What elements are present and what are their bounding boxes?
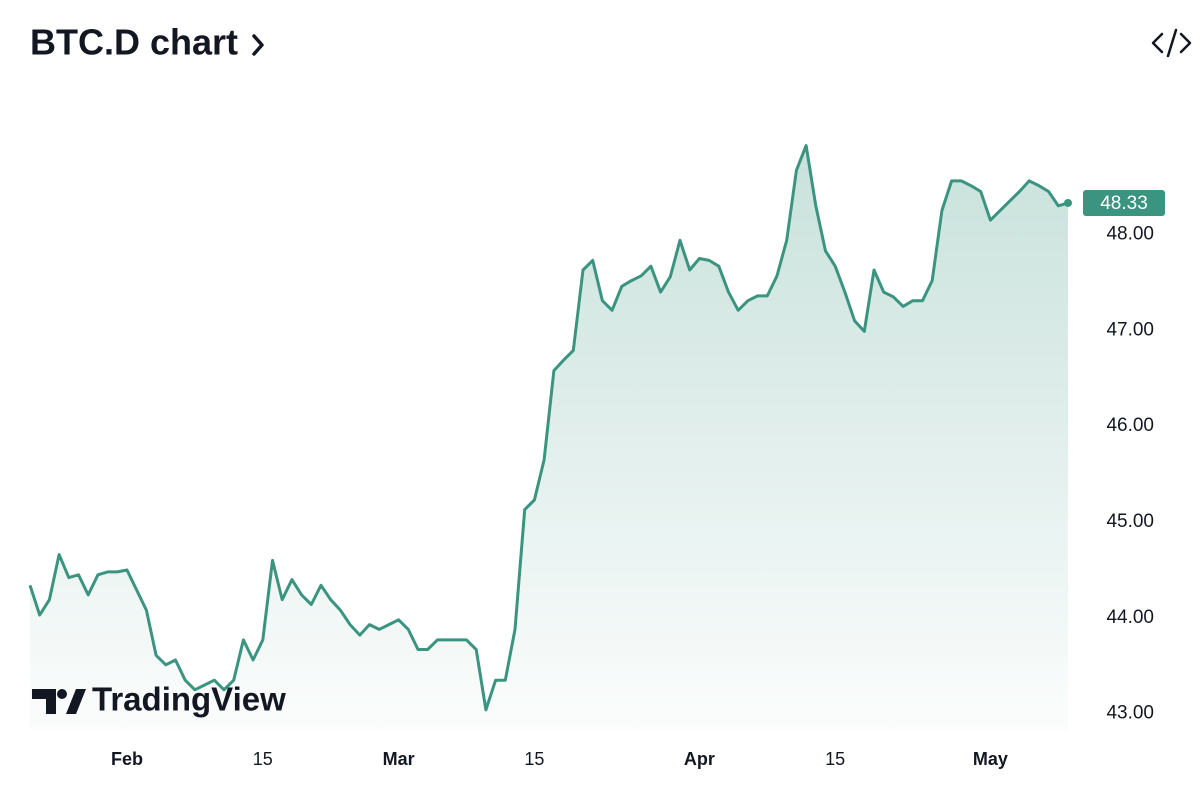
x-tick-label: 15 [253,749,273,769]
price-tag-label: 48.33 [1100,193,1148,214]
y-tick-label: 45.00 [1106,511,1154,532]
x-tick-label: Apr [684,749,715,769]
x-tick-label: Feb [111,749,143,769]
last-point [1064,198,1072,207]
area-fill [30,145,1068,730]
x-tick-label: Mar [383,749,415,769]
price-tag [1083,189,1165,216]
line [28,144,1069,712]
x-tick-label: 15 [524,749,544,769]
y-tick-label: 43.00 [1106,703,1154,724]
title-chevron[interactable] [252,34,264,56]
chart-title[interactable]: BTC.D chart [30,22,238,63]
y-tick-label: 47.00 [1106,319,1154,340]
y-tick-label: 44.00 [1106,607,1154,628]
x-tick-label: 15 [825,749,845,769]
plot-area [28,144,1072,730]
y-tick-label: 48.00 [1106,224,1154,245]
watermark-text: TradingView [92,681,286,718]
y-tick-label: 46.00 [1106,415,1154,436]
x-tick-label: May [973,749,1008,769]
embed-icon[interactable] [1151,28,1192,58]
watermark-logo: TradingView [32,681,286,718]
